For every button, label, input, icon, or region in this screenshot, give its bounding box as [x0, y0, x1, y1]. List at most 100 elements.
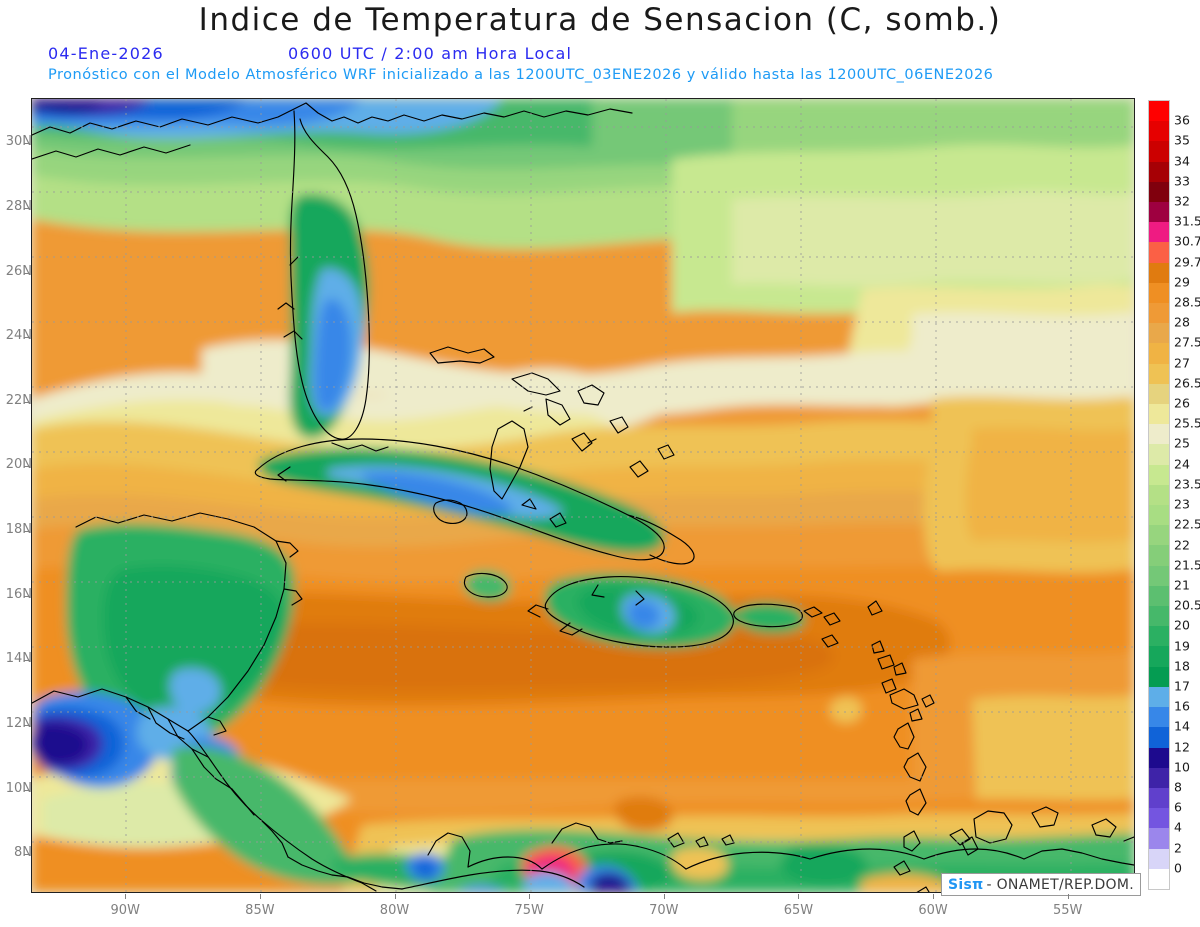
colorbar-label-28: 28 [1174, 314, 1190, 330]
lon-label-75w: 75W [514, 903, 544, 918]
lon-tick [798, 894, 800, 899]
colorbar-band-29.7 [1149, 242, 1169, 263]
colorbar-band-27.5 [1149, 323, 1169, 344]
lon-label-90w: 90W [110, 903, 140, 918]
colorbar-label-26.5: 26.5 [1174, 375, 1200, 391]
colorbar-band-19 [1149, 626, 1169, 647]
colorbar-label-16: 16 [1174, 698, 1190, 714]
lat-label-12n: 12N [5, 715, 32, 731]
colorbar-band-14 [1149, 707, 1169, 728]
lat-tick [24, 595, 29, 597]
lon-tick [394, 894, 396, 899]
lat-tick [24, 337, 29, 339]
lon-tick [933, 894, 935, 899]
colorbar-band-25.5 [1149, 404, 1169, 425]
lat-label-24n: 24N [5, 328, 32, 344]
lat-tick [24, 531, 29, 533]
colorbar-band-36 [1149, 101, 1169, 122]
lat-label-28n: 28N [5, 198, 32, 214]
colorbar-band-28 [1149, 303, 1169, 324]
lat-tick [24, 401, 29, 403]
lat-tick [24, 272, 29, 274]
colorbar-label-0: 0 [1174, 860, 1182, 876]
colorbar-band-12 [1149, 727, 1169, 748]
colorbar-label-19: 19 [1174, 638, 1190, 654]
colorbar-label-34: 34 [1174, 153, 1190, 169]
colorbar-label-20.5: 20.5 [1174, 597, 1200, 613]
colorbar-label-23: 23 [1174, 496, 1190, 512]
colorbar-band-18 [1149, 646, 1169, 667]
colorbar-band-22 [1149, 525, 1169, 546]
lon-tick [1067, 894, 1069, 899]
watermark-pi-icon: π [972, 876, 984, 893]
lon-tick [529, 894, 531, 899]
forecast-date: 04-Ene-2026 [48, 44, 164, 63]
colorbar-band-32 [1149, 181, 1169, 203]
colorbar-band-35 [1149, 121, 1169, 142]
map-canvas[interactable] [31, 98, 1135, 893]
temperature-shading [32, 99, 1134, 892]
watermark-brand: Sis [948, 876, 973, 893]
lon-label-65w: 65W [783, 903, 814, 918]
colorbar-label-27.5: 27.5 [1174, 334, 1200, 350]
lat-label-26n: 26N [5, 263, 32, 279]
colorbar-label-10: 10 [1174, 759, 1190, 775]
lat-tick [24, 724, 29, 726]
lon-tick [125, 894, 127, 899]
colorbar-labels: 36 35 34 33 32 31.5 30.7 29.7 29 28.5 28 27.5 27 26.5… [1174, 100, 1200, 890]
map-svg [32, 99, 1134, 892]
colorbar-label-18: 18 [1174, 658, 1190, 674]
watermark-agency: - ONAMET/REP.DOM. [986, 876, 1134, 893]
colorbar-label-20: 20 [1174, 617, 1190, 633]
lon-label-85w: 85W [245, 903, 275, 918]
colorbar-label-2: 2 [1174, 840, 1182, 856]
colorbar-label-12: 12 [1174, 739, 1190, 755]
colorbar-band-21.5 [1149, 545, 1169, 566]
colorbar-label-25.5: 25.5 [1174, 415, 1200, 431]
colorbar-band-4 [1149, 808, 1169, 829]
forecast-model-note: Pronóstico con el Modelo Atmosférico WRF… [48, 67, 994, 83]
colorbar-band-23.5 [1149, 464, 1169, 485]
lon-label-60w: 60W [918, 903, 948, 918]
colorbar-band-26.5 [1149, 363, 1169, 384]
lat-tick [24, 207, 29, 209]
lat-label-10n: 10N [5, 780, 32, 796]
colorbar-label-26: 26 [1174, 395, 1190, 411]
colorbar-label-29.7: 29.7 [1174, 254, 1200, 270]
colorbar-band-33 [1149, 161, 1169, 182]
lat-label-16n: 16N [5, 586, 32, 602]
lat-label-30n: 30N [5, 134, 32, 150]
lat-label-14n: 14N [5, 651, 32, 667]
colorbar-band-17 [1149, 666, 1169, 687]
colorbar-band-22.5 [1149, 505, 1169, 526]
colorbar-label-25: 25 [1174, 435, 1190, 451]
coastlines [32, 102, 1134, 892]
colorbar-band-30.7 [1149, 222, 1169, 243]
colorbar-band-8 [1149, 767, 1169, 788]
colorbar-label-35: 35 [1174, 132, 1190, 148]
colorbar-label-33: 33 [1174, 173, 1190, 189]
colorbar-band-0 [1149, 848, 1169, 869]
colorbar[interactable] [1148, 100, 1170, 890]
colorbar-band-27 [1149, 343, 1169, 364]
colorbar-label-31.5: 31.5 [1174, 213, 1200, 229]
colorbar-band-24 [1149, 444, 1169, 465]
colorbar-band-10 [1149, 747, 1169, 768]
map-gridlines [32, 99, 1134, 892]
colorbar-label-6: 6 [1174, 799, 1182, 815]
colorbar-band-29 [1149, 262, 1169, 283]
colorbar-label-32: 32 [1174, 193, 1190, 209]
colorbar-label-23.5: 23.5 [1174, 476, 1200, 492]
colorbar-band-25 [1149, 424, 1169, 445]
colorbar-label-17: 17 [1174, 678, 1190, 694]
colorbar-band-16 [1149, 686, 1169, 708]
lon-label-80w: 80W [379, 903, 410, 918]
watermark-logo: Sis π - ONAMET/REP.DOM. [941, 873, 1141, 896]
lat-label-8n: 8N [14, 845, 32, 861]
page-title: Indice de Temperatura de Sensacion (C, s… [198, 2, 1002, 38]
colorbar-label-14: 14 [1174, 718, 1190, 734]
colorbar-band-21 [1149, 565, 1169, 586]
colorbar-band-2 [1149, 828, 1169, 849]
colorbar-label-8: 8 [1174, 779, 1182, 795]
